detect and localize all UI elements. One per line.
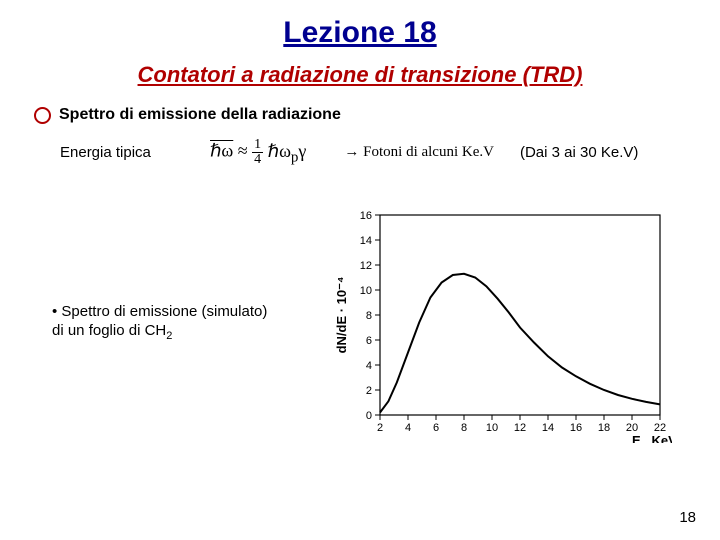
svg-text:10: 10	[360, 285, 372, 297]
svg-text:14: 14	[360, 235, 372, 247]
bullet-row: Spettro di emissione della radiazione	[34, 106, 680, 124]
svg-text:4: 4	[405, 422, 411, 434]
svg-text:4: 4	[366, 360, 372, 372]
slide-title: Lezione 18	[40, 16, 680, 50]
caption-sub: 2	[166, 330, 172, 342]
formula-fraction: 1 4	[252, 138, 263, 167]
svg-text:8: 8	[461, 422, 467, 434]
svg-text:6: 6	[366, 335, 372, 347]
svg-text:2: 2	[377, 422, 383, 434]
svg-text:12: 12	[360, 260, 372, 272]
frac-den: 4	[252, 153, 263, 167]
svg-text:16: 16	[570, 422, 582, 434]
svg-text:18: 18	[598, 422, 610, 434]
chart-caption: • Spettro di emissione (simulato) di un …	[52, 303, 282, 344]
svg-text:16: 16	[360, 210, 372, 222]
formula-approx: ≈	[238, 141, 248, 161]
svg-text:10: 10	[486, 422, 498, 434]
range-text: (Dai 3 ai 30 Ke.V)	[494, 144, 638, 161]
bullet-text: Spettro di emissione della radiazione	[59, 106, 341, 124]
svg-text:0: 0	[366, 410, 372, 422]
energy-row: Energia tipica ℏω ≈ 1 4 ℏωpγ → Fotoni di…	[60, 138, 680, 167]
chart-svg: 2468101214161820220246810121416E , KeVdN…	[332, 203, 672, 443]
svg-text:dN/dE · 10⁻⁴: dN/dE · 10⁻⁴	[334, 277, 349, 354]
frac-num: 1	[252, 138, 263, 153]
svg-text:6: 6	[433, 422, 439, 434]
emission-spectrum-chart: 2468101214161820220246810121416E , KeVdN…	[332, 203, 672, 443]
bullet-marker-icon	[34, 107, 51, 124]
formula: ℏω ≈ 1 4 ℏωpγ	[190, 138, 326, 167]
svg-text:14: 14	[542, 422, 554, 434]
formula-rhs: ℏωpγ	[268, 141, 307, 161]
energy-label: Energia tipica	[60, 144, 190, 161]
page-number: 18	[679, 509, 696, 526]
formula-gamma: γ	[298, 141, 306, 161]
svg-text:E , KeV: E , KeV	[632, 433, 672, 443]
formula-lhs: ℏω	[210, 141, 233, 161]
arrow-text: → Fotoni di alcuni Ke.V	[326, 144, 494, 161]
slide: Lezione 18 Contatori a radiazione di tra…	[0, 0, 720, 540]
svg-text:8: 8	[366, 310, 372, 322]
svg-text:2: 2	[366, 385, 372, 397]
caption-text: • Spettro di emissione (simulato) di un …	[52, 303, 267, 339]
formula-hw: ℏω	[268, 141, 291, 161]
svg-text:12: 12	[514, 422, 526, 434]
slide-subtitle: Contatori a radiazione di transizione (T…	[40, 62, 680, 88]
body-row: • Spettro di emissione (simulato) di un …	[40, 203, 680, 443]
